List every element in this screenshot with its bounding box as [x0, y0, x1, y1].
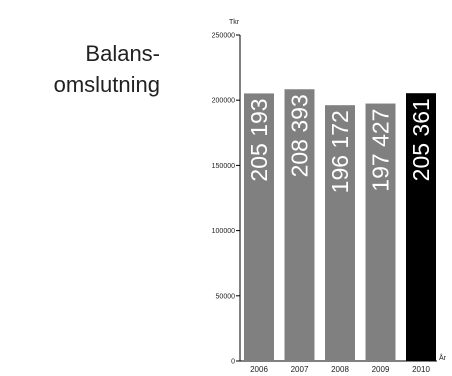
- bar: [284, 89, 315, 362]
- x-tick-label: 2008: [331, 365, 349, 374]
- bar-value-label: 205 193: [246, 98, 272, 181]
- y-tick-label: 150000: [212, 163, 235, 170]
- y-axis-label: Tkr: [229, 19, 240, 26]
- bar-value-label: 197 427: [368, 109, 394, 192]
- bar: [365, 103, 396, 362]
- x-tick-label: 2010: [412, 365, 430, 374]
- y-tick-label: 250000: [212, 33, 235, 40]
- bar: [244, 93, 274, 361]
- bar: [406, 93, 436, 361]
- y-tick-label: 0: [231, 359, 235, 366]
- chart-title: Balans- omslutning: [0, 38, 160, 100]
- bar-value-label: 196 172: [327, 110, 353, 193]
- x-axis-label: År: [439, 353, 447, 362]
- bar-value-label: 205 361: [408, 98, 434, 181]
- x-tick-label: 2007: [291, 365, 309, 374]
- y-tick-label: 100000: [212, 228, 235, 235]
- chart-title-line-1: Balans-: [85, 41, 160, 66]
- bar-value-label: 208 393: [287, 94, 313, 177]
- y-tick-label: 50000: [216, 293, 236, 300]
- y-tick-label: 200000: [212, 98, 235, 105]
- x-tick-label: 2006: [250, 365, 268, 374]
- chart-title-line-2: omslutning: [53, 72, 160, 97]
- x-tick-label: 2009: [372, 365, 390, 374]
- bar: [325, 105, 355, 361]
